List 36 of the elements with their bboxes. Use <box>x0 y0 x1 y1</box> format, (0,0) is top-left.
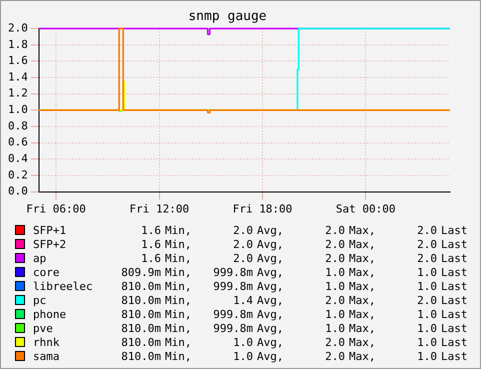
legend-label: ap <box>32 252 48 264</box>
text: 1.6 Min, 2.0 Avg, 2.0 Max, 2.0 Last <box>141 252 468 264</box>
chart-title: snmp gauge <box>188 9 267 24</box>
x-tick-label: Fri 18:00 <box>232 202 292 216</box>
y-tick-label: 1.0 <box>8 103 28 116</box>
y-tick-label: 0.2 <box>8 168 28 182</box>
text: 809.9m Min, 999.8m Avg, 1.0 Max, 1.0 Last <box>121 266 468 278</box>
legend-label: pc <box>32 294 48 306</box>
x-tick-label: Fri 06:00 <box>26 202 86 216</box>
y-tick-label: 1.4 <box>8 70 28 84</box>
legend-label: SFP+1 <box>32 224 68 236</box>
legend-label: sama <box>32 350 60 362</box>
text: 1.6 Min, 2.0 Avg, 2.0 Max, 2.0 Last <box>141 238 468 250</box>
legend-label: phone <box>32 308 68 320</box>
x-tick-label: Sat 00:00 <box>336 202 396 216</box>
y-tick-label: 0.6 <box>8 136 28 149</box>
y-tick-label: 2.0 <box>8 21 28 34</box>
text: 810.0m Min, 1.0 Avg, 2.0 Max, 1.0 Last <box>121 350 468 362</box>
x-tick-label: Fri 12:00 <box>129 202 190 216</box>
text: 810.0m Min, 1.0 Avg, 2.0 Max, 1.0 Last <box>121 336 468 348</box>
legend-label: rhnk <box>32 336 60 348</box>
legend-label: libreelec <box>32 280 94 292</box>
y-tick-label: 1.8 <box>8 38 28 51</box>
legend-label: pve <box>32 322 54 334</box>
y-tick-label: 0.0 <box>8 184 28 198</box>
legend-label: SFP+2 <box>32 238 68 250</box>
y-tick-label: 0.4 <box>8 152 28 166</box>
y-tick-label: 1.6 <box>8 54 28 68</box>
text: 810.0m Min, 999.8m Avg, 1.0 Max, 1.0 Last <box>121 308 468 320</box>
text: 810.0m Min, 1.4 Avg, 2.0 Max, 2.0 Last <box>121 294 468 306</box>
y-tick-label: 1.2 <box>8 86 28 100</box>
text: 1.6 Min, 2.0 Avg, 2.0 Max, 2.0 Last <box>141 224 468 236</box>
text: 810.0m Min, 999.8m Avg, 1.0 Max, 1.0 Last <box>121 322 468 334</box>
legend-label: core <box>32 266 60 278</box>
text: 810.0m Min, 999.8m Avg, 1.0 Max, 1.0 Last <box>121 280 468 292</box>
y-tick-label: 0.8 <box>8 119 28 132</box>
